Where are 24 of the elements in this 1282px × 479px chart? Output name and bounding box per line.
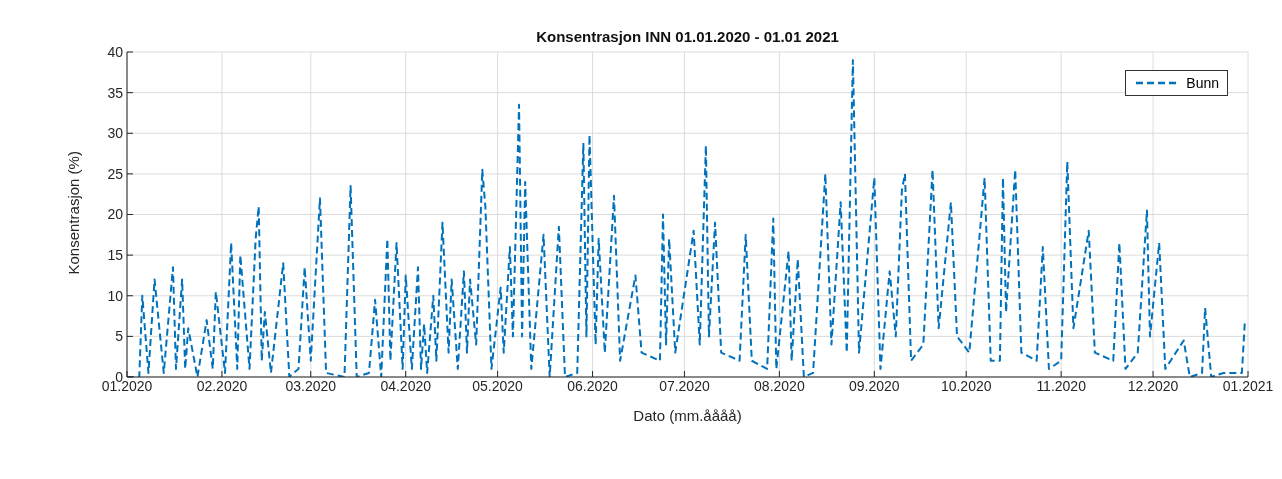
y-axis-title: Konsentrasjon (%) xyxy=(65,151,83,275)
x-tick-label: 08.2020 xyxy=(754,377,805,394)
x-tick-label: 09.2020 xyxy=(849,377,900,394)
y-tick-label: 40 xyxy=(107,43,124,60)
x-tick-label: 05.2020 xyxy=(472,377,524,394)
x-tick-label: 10.2020 xyxy=(940,377,992,394)
y-tick-label: 35 xyxy=(107,84,124,101)
legend-label: Bunn xyxy=(1186,75,1219,91)
y-tick-label: 30 xyxy=(107,125,124,142)
x-tick-label: 07.2020 xyxy=(659,377,710,394)
y-tick-label: 5 xyxy=(115,328,124,345)
y-tick-label: 15 xyxy=(107,247,124,264)
x-tick-label: 02.2020 xyxy=(196,377,248,394)
x-tick-label: 11.2020 xyxy=(1036,377,1087,394)
y-tick-label: 10 xyxy=(107,287,124,304)
x-axis-title: Dato (mm.åååå) xyxy=(633,407,742,424)
y-tick-label: 25 xyxy=(107,165,124,182)
y-tick-label: 20 xyxy=(107,206,124,223)
x-tick-label: 06.2020 xyxy=(567,377,619,394)
x-tick-label: 01.2021 xyxy=(1222,377,1274,394)
x-tick-label: 12.2020 xyxy=(1127,377,1179,394)
x-tick-label: 03.2020 xyxy=(285,377,337,394)
x-tick-label: 04.2020 xyxy=(380,377,432,394)
chart-title: Konsentrasjon INN 01.01.2020 - 01.01 2021 xyxy=(535,28,840,45)
